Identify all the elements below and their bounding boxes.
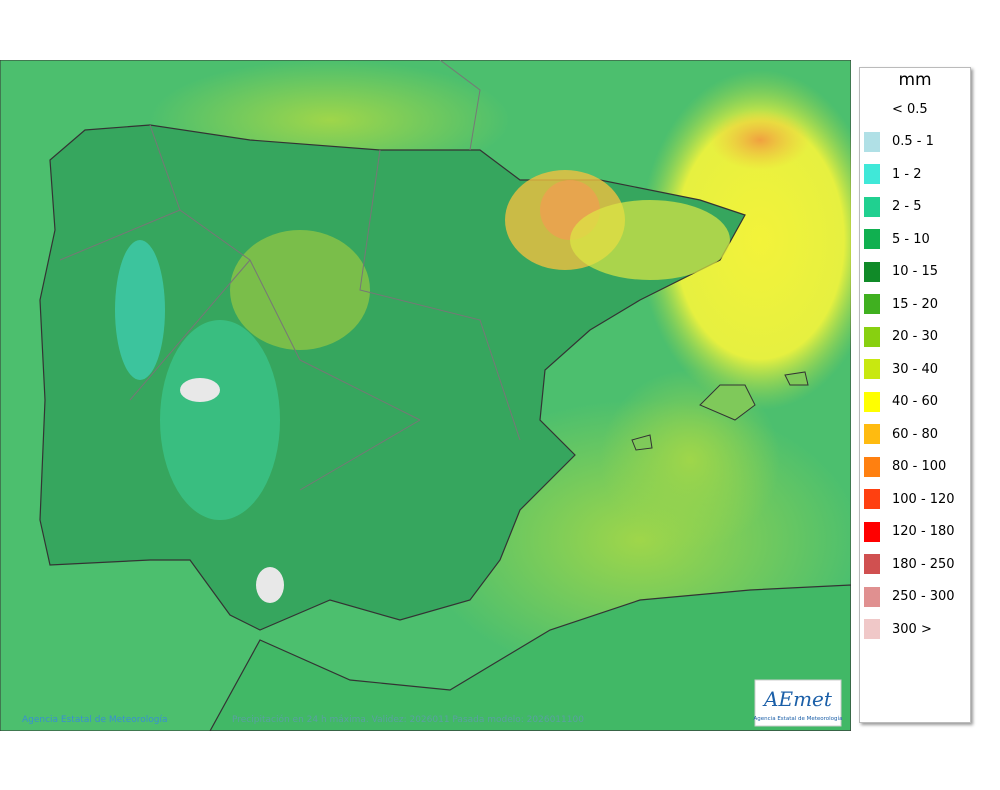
field (570, 200, 730, 280)
legend-label: 5 - 10 (892, 231, 930, 247)
caption-text: Precipitación en 24 h máxima. Validez: 2… (232, 714, 584, 725)
legend-item: < 0.5 (864, 99, 928, 119)
legend-item: 80 - 100 (864, 456, 947, 477)
legend-item: 1 - 2 (864, 164, 922, 184)
legend-item: 40 - 60 (864, 391, 939, 412)
legend-swatch (864, 294, 880, 314)
legend-swatch (864, 131, 880, 152)
logo-text: AEmet (762, 687, 833, 711)
legend-item: 10 - 15 (864, 261, 939, 282)
legend-item: 20 - 30 (864, 326, 939, 347)
legend-swatch (864, 196, 880, 217)
legend-swatch (864, 391, 880, 412)
legend-label: 80 - 100 (892, 459, 947, 474)
legend-item: 100 - 120 (864, 489, 955, 509)
legend: mm < 0.5 0.5 - 1 1 - 2 2 - 5 5 - 10 10 - 15 15… (859, 67, 971, 723)
legend-item: 30 - 40 (864, 359, 938, 379)
legend-label: 30 - 40 (892, 361, 939, 377)
legend-item: 15 - 20 (864, 294, 938, 314)
legend-item: 5 - 10 (864, 229, 930, 249)
legend-swatch (864, 326, 880, 347)
logo: AEmet Agencia Estatal de Meteorología (754, 679, 843, 727)
legend-item: 250 - 300 (864, 586, 955, 607)
region-borders (59, 60, 521, 491)
legend-label: 250 - 300 (892, 589, 955, 604)
island (699, 384, 756, 421)
legend-item: 180 - 250 (864, 554, 955, 574)
legend-swatch (864, 521, 880, 542)
field (180, 378, 220, 402)
legend-label: 180 - 250 (892, 556, 955, 572)
legend-label: 0.5 - 1 (892, 134, 934, 149)
north-africa (209, 584, 851, 731)
legend-label: 120 - 180 (892, 524, 955, 539)
field (230, 230, 370, 350)
legend-label: 40 - 60 (892, 394, 939, 409)
logo-subtext: Agencia Estatal de Meteorología (754, 715, 843, 722)
field (710, 110, 810, 170)
legend-swatch (864, 261, 880, 282)
legend-item: 2 - 5 (864, 196, 922, 217)
legend-label: < 0.5 (892, 101, 928, 117)
field (160, 320, 280, 520)
legend-swatch (864, 229, 880, 249)
legend-label: 60 - 80 (892, 426, 939, 442)
legend-swatch (864, 359, 880, 379)
legend-label: 20 - 30 (892, 329, 939, 344)
legend-label: 10 - 15 (892, 264, 939, 279)
legend-swatch (864, 424, 880, 444)
legend-swatch (864, 99, 880, 119)
field (256, 567, 284, 603)
legend-swatch (864, 554, 880, 574)
credit-text: Agencia Estatal de Meteorología (22, 715, 168, 725)
legend-label: 100 - 120 (892, 491, 955, 507)
precipitation-map: Agencia Estatal de Meteorología Precipit… (0, 60, 851, 731)
field (600, 370, 780, 550)
legend-label: 1 - 2 (892, 166, 922, 182)
legend-swatch (864, 164, 880, 184)
legend-swatch (864, 619, 880, 639)
legend-swatch (864, 489, 880, 509)
legend-swatch (864, 586, 880, 607)
island (631, 434, 653, 451)
legend-label: 300 > (892, 621, 932, 637)
field (115, 240, 165, 380)
legend-label: 15 - 20 (892, 296, 939, 312)
island (784, 371, 809, 386)
legend-item: 60 - 80 (864, 424, 938, 444)
legend-swatch (864, 456, 880, 477)
legend-item: 120 - 180 (864, 521, 955, 542)
legend-item: 300 > (864, 619, 932, 639)
legend-title: mm (898, 70, 932, 90)
legend-label: 2 - 5 (892, 199, 922, 214)
legend-item: 0.5 - 1 (864, 131, 934, 152)
